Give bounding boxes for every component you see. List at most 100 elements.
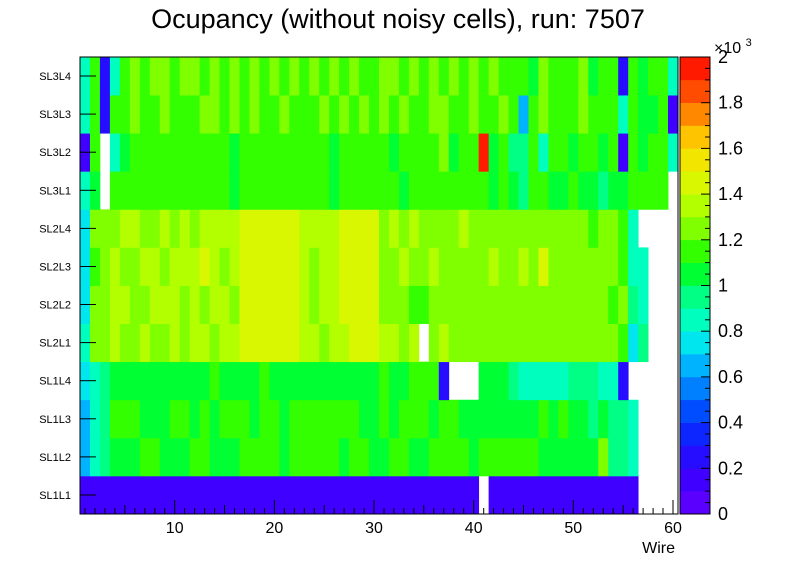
heatmap-cell xyxy=(528,171,539,210)
heatmap-cell xyxy=(628,133,639,172)
heatmap-cell xyxy=(179,399,191,439)
z-tick-label: 2 xyxy=(718,47,728,67)
heatmap-cell xyxy=(299,437,310,477)
heatmap-cell xyxy=(408,209,420,248)
heatmap-cell xyxy=(339,323,350,363)
heatmap-cell xyxy=(199,475,210,515)
z-axis-multiplier: ×10 3 xyxy=(714,37,752,57)
heatmap-cell xyxy=(538,57,549,96)
heatmap-cell xyxy=(309,285,320,324)
heatmap-cell xyxy=(349,171,360,210)
heatmap-cell xyxy=(169,209,181,248)
heatmap-cell xyxy=(189,475,200,515)
heatmap-cell xyxy=(388,209,400,248)
heatmap-cell xyxy=(119,323,131,363)
heatmap-cell xyxy=(179,171,191,210)
heatmap-cell xyxy=(408,247,420,286)
heatmap-cell xyxy=(159,323,171,363)
heatmap-cell xyxy=(618,475,629,515)
heatmap-cell xyxy=(558,209,569,248)
heatmap-cell xyxy=(468,133,480,172)
heatmap-cell xyxy=(638,247,649,286)
heatmap-cell xyxy=(369,57,380,96)
heatmap-cell xyxy=(109,133,121,172)
heatmap-cell xyxy=(239,171,250,210)
heatmap-cell xyxy=(498,247,509,286)
heatmap-cell xyxy=(369,285,380,324)
heatmap-cell xyxy=(379,209,390,248)
heatmap-cell xyxy=(169,247,181,286)
heatmap-cell xyxy=(598,437,609,477)
heatmap-cell xyxy=(379,57,390,96)
x-axis: 10 20 30 40 50 60 xyxy=(84,500,682,537)
heatmap-cell xyxy=(169,437,181,477)
heatmap-cell xyxy=(99,437,111,477)
heatmap-cell xyxy=(558,475,569,515)
heatmap-cell xyxy=(458,133,470,172)
heatmap-cell xyxy=(388,323,400,363)
heatmap-cell xyxy=(608,437,619,477)
heatmap-cell xyxy=(239,209,250,248)
heatmap-cell xyxy=(219,209,230,248)
heatmap-cell xyxy=(618,133,629,172)
heatmap-cell xyxy=(588,361,599,401)
heatmap-cell xyxy=(508,285,519,324)
heatmap-cell xyxy=(438,323,450,363)
heatmap-cell xyxy=(189,133,200,172)
palette-band xyxy=(680,445,710,469)
z-multiplier-exponent: 3 xyxy=(746,37,752,49)
heatmap-cell xyxy=(319,247,330,286)
heatmap-cell xyxy=(299,133,310,172)
heatmap-cell xyxy=(588,171,599,210)
y-tick-label: SL3L2 xyxy=(39,147,71,159)
heatmap-cell xyxy=(179,323,191,363)
heatmap-cell xyxy=(628,247,639,286)
y-tick-label: SL1L3 xyxy=(39,414,71,426)
heatmap-cell xyxy=(369,95,380,134)
heatmap-cell xyxy=(528,95,539,134)
heatmap-cell xyxy=(618,95,629,134)
heatmap-cell xyxy=(448,475,460,515)
heatmap-cell xyxy=(598,209,609,248)
palette-band xyxy=(680,399,710,423)
heatmap-cell xyxy=(628,475,639,515)
heatmap-cell xyxy=(149,209,161,248)
heatmap-cell xyxy=(538,399,549,439)
heatmap-cell xyxy=(458,209,470,248)
heatmap-cell xyxy=(249,95,260,134)
heatmap-cell xyxy=(379,437,390,477)
heatmap-cell xyxy=(518,399,529,439)
heatmap-cell xyxy=(219,247,230,286)
heatmap-cell xyxy=(159,285,171,324)
heatmap-cell xyxy=(339,209,350,248)
heatmap-cell xyxy=(388,437,400,477)
heatmap-cell xyxy=(398,323,410,363)
heatmap-cell xyxy=(309,95,320,134)
heatmap-cell xyxy=(538,475,549,515)
heatmap-cell xyxy=(159,95,171,134)
heatmap-cell xyxy=(418,57,430,96)
heatmap-cell xyxy=(109,361,121,401)
heatmap-cell xyxy=(109,399,121,439)
heatmap-cell xyxy=(458,57,470,96)
heatmap-cell xyxy=(558,171,569,210)
heatmap-cell xyxy=(219,361,230,401)
heatmap-cell xyxy=(468,171,480,210)
heatmap-cell xyxy=(229,133,240,172)
heatmap-cell xyxy=(259,95,270,134)
heatmap-cell xyxy=(588,475,599,515)
heatmap-cell xyxy=(538,133,549,172)
heatmap-cell xyxy=(388,171,400,210)
heatmap-cell xyxy=(398,209,410,248)
heatmap-cell xyxy=(259,437,270,477)
heatmap-cell xyxy=(219,95,230,134)
heatmap-cell xyxy=(388,95,400,134)
heatmap-cell xyxy=(588,323,599,363)
heatmap-cell xyxy=(119,247,131,286)
heatmap-cell xyxy=(229,57,240,96)
heatmap-cell xyxy=(279,171,290,210)
heatmap-cell xyxy=(558,57,569,96)
heatmap-cell xyxy=(149,399,161,439)
heatmap-cell xyxy=(349,475,360,515)
heatmap-cell xyxy=(608,171,619,210)
